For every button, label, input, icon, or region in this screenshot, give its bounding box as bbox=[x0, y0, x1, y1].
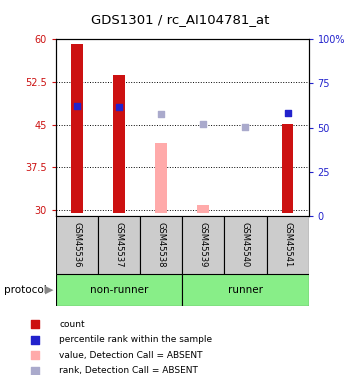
Bar bbox=[182, 274, 309, 306]
Text: ▶: ▶ bbox=[44, 285, 53, 295]
Bar bbox=[197, 205, 209, 213]
Text: value, Detection Call = ABSENT: value, Detection Call = ABSENT bbox=[59, 351, 203, 360]
Point bbox=[285, 110, 291, 116]
Bar bbox=[225, 216, 266, 274]
Text: GDS1301 / rc_AI104781_at: GDS1301 / rc_AI104781_at bbox=[91, 13, 270, 26]
Point bbox=[32, 321, 38, 327]
Text: rank, Detection Call = ABSENT: rank, Detection Call = ABSENT bbox=[59, 366, 198, 375]
Bar bbox=[98, 216, 140, 274]
Point bbox=[74, 104, 80, 110]
Bar bbox=[140, 216, 182, 274]
Text: non-runner: non-runner bbox=[90, 285, 148, 295]
Text: runner: runner bbox=[228, 285, 263, 295]
Text: protocol: protocol bbox=[4, 285, 46, 295]
Point bbox=[32, 352, 38, 358]
Point bbox=[200, 121, 206, 127]
Text: percentile rank within the sample: percentile rank within the sample bbox=[59, 335, 212, 344]
Text: GSM45537: GSM45537 bbox=[115, 222, 123, 267]
Text: GSM45538: GSM45538 bbox=[157, 222, 166, 267]
Text: GSM45539: GSM45539 bbox=[199, 222, 208, 267]
Bar bbox=[56, 274, 182, 306]
Bar bbox=[266, 216, 309, 274]
Text: GSM45541: GSM45541 bbox=[283, 222, 292, 267]
Bar bbox=[113, 75, 125, 213]
Point bbox=[32, 337, 38, 343]
Point bbox=[32, 368, 38, 374]
Point bbox=[116, 104, 122, 110]
Bar bbox=[182, 216, 225, 274]
Bar bbox=[282, 124, 293, 213]
Bar bbox=[56, 216, 98, 274]
Point bbox=[243, 124, 248, 130]
Text: count: count bbox=[59, 320, 85, 329]
Text: GSM45536: GSM45536 bbox=[73, 222, 82, 267]
Bar bbox=[71, 44, 83, 213]
Text: GSM45540: GSM45540 bbox=[241, 222, 250, 267]
Point bbox=[158, 111, 164, 117]
Bar bbox=[155, 143, 167, 213]
